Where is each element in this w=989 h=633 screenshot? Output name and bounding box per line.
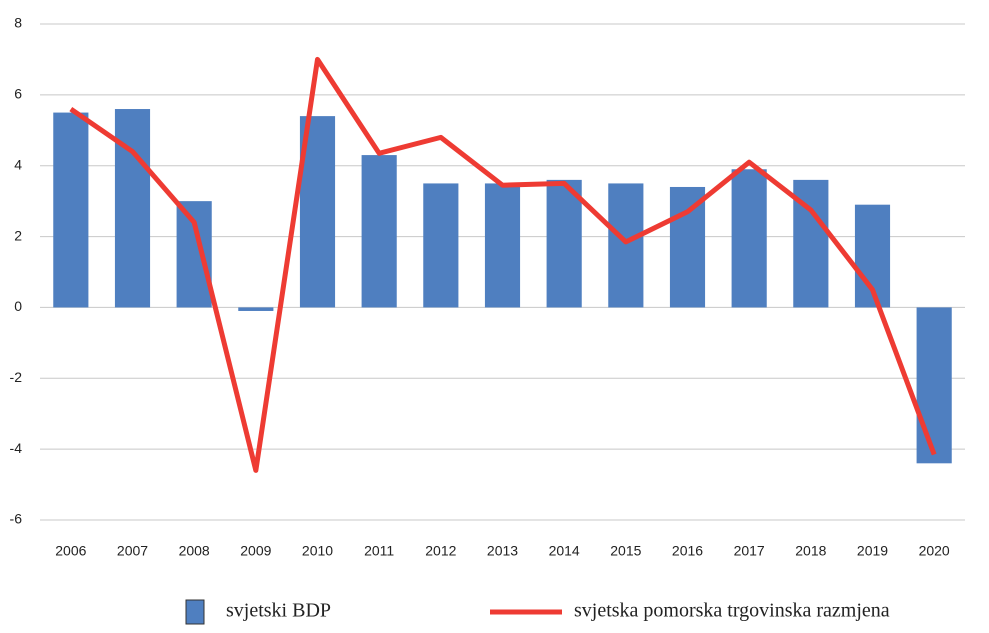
bar [669, 186, 706, 308]
x-tick-label: 2012 [425, 543, 456, 559]
y-tick-label: 8 [14, 15, 22, 31]
bar [916, 307, 952, 464]
y-tick-label: -4 [10, 440, 23, 456]
x-tick-label: 2011 [364, 543, 394, 559]
legend-label: svjetska pomorska trgovinska razmjena [574, 600, 890, 622]
x-tick-label: 2019 [857, 543, 888, 559]
x-tick-label: 2020 [919, 543, 950, 559]
y-tick-label: 2 [14, 227, 22, 243]
x-tick-label: 2018 [795, 543, 826, 559]
legend-label: svjetski BDP [226, 600, 331, 622]
y-tick-label: 0 [14, 298, 22, 314]
bar [176, 201, 212, 308]
x-tick-label: 2015 [610, 543, 641, 559]
bar [608, 183, 644, 308]
x-tick-label: 2010 [302, 543, 333, 559]
x-tick-label: 2006 [55, 543, 86, 559]
bar [361, 155, 397, 308]
bar [484, 183, 521, 308]
y-tick-label: -6 [10, 511, 23, 527]
bar [114, 109, 151, 308]
bar [546, 179, 582, 308]
legend-swatch [185, 599, 205, 625]
x-tick-label: 2013 [487, 543, 518, 559]
line [69, 56, 937, 473]
bar [731, 169, 767, 308]
y-tick-label: -2 [10, 369, 23, 385]
y-tick-label: 4 [14, 156, 22, 172]
y-tick-label: 6 [14, 86, 22, 102]
x-tick-label: 2014 [549, 543, 580, 559]
bar [238, 307, 274, 311]
x-tick-label: 2008 [179, 543, 210, 559]
bar [423, 183, 459, 308]
x-tick-label: 2009 [240, 543, 271, 559]
bar [53, 112, 89, 308]
x-tick-label: 2007 [117, 543, 148, 559]
x-tick-label: 2016 [672, 543, 703, 559]
x-tick-label: 2017 [734, 543, 765, 559]
